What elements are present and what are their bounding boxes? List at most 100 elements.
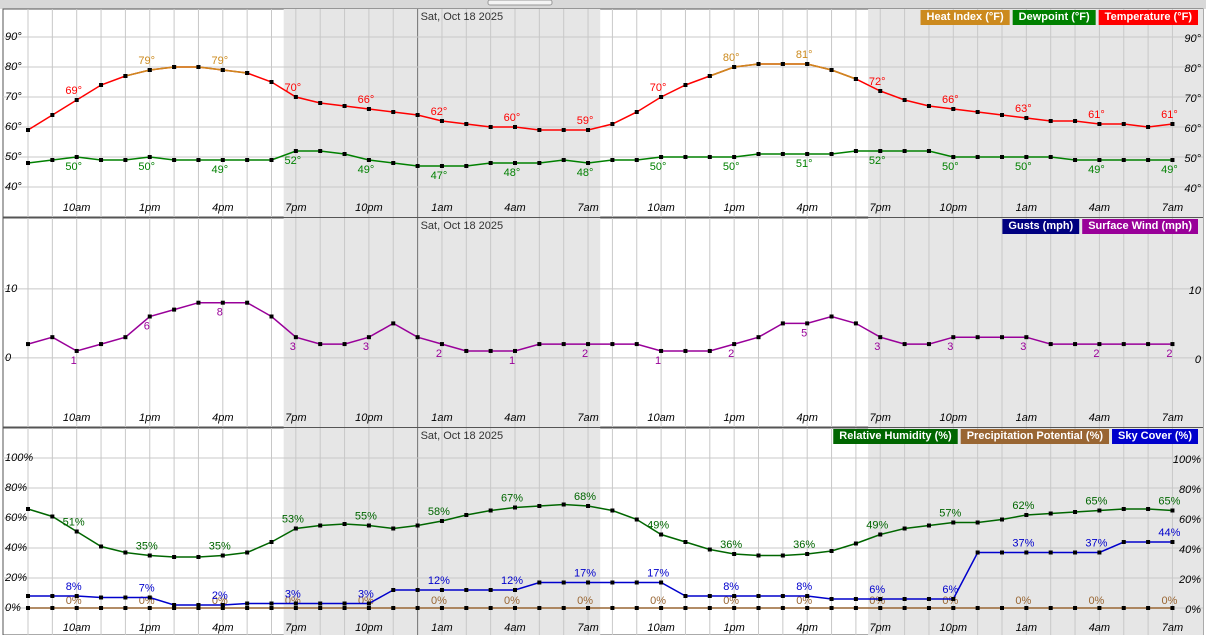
data-point (1000, 113, 1004, 117)
x-tick-label: 1am (1016, 412, 1037, 424)
data-point (439, 164, 444, 168)
data-point (951, 335, 956, 340)
x-tick-label: 4pm (212, 202, 233, 214)
scroll-handle[interactable] (487, 0, 553, 6)
data-point (245, 550, 250, 555)
data-point (366, 606, 371, 610)
data-point (415, 588, 420, 592)
y-tick-label: 40% (1179, 544, 1201, 556)
data-point (172, 65, 177, 69)
data-label: 66° (942, 94, 959, 106)
data-point (707, 155, 712, 159)
data-point (342, 342, 347, 347)
data-point (50, 113, 55, 117)
data-label: 52° (285, 155, 302, 167)
data-point (829, 606, 834, 610)
data-point (683, 594, 688, 598)
data-point (902, 526, 907, 531)
data-label: 6 (144, 320, 150, 332)
data-point (245, 601, 250, 606)
y-tick-label: 40% (5, 542, 27, 554)
data-label: 79° (211, 55, 228, 67)
data-point (99, 158, 104, 162)
data-point (634, 110, 639, 114)
data-point (707, 348, 712, 353)
data-point (74, 98, 79, 102)
data-label: 2 (436, 348, 442, 360)
data-label: 36% (720, 539, 742, 551)
data-point (1048, 606, 1053, 610)
data-point (1170, 158, 1175, 162)
data-point (1000, 335, 1004, 340)
data-point (318, 149, 323, 153)
data-point (926, 606, 931, 610)
y-tick-label: 70° (5, 91, 22, 103)
data-point (756, 152, 761, 156)
data-point (342, 152, 347, 156)
data-point (1121, 122, 1126, 126)
x-tick-label: 10am (63, 622, 91, 634)
data-point (1097, 508, 1102, 513)
data-point (318, 606, 323, 610)
data-point (780, 62, 785, 66)
data-point (951, 606, 956, 610)
x-tick-label: 7pm (285, 412, 306, 424)
y-tick-label: 60° (1184, 123, 1201, 135)
data-point (1121, 507, 1126, 511)
data-point (1024, 550, 1029, 555)
data-point (659, 95, 664, 99)
data-point (220, 603, 225, 607)
data-label: 1 (655, 355, 661, 367)
data-point (147, 155, 152, 159)
x-tick-label: 4pm (796, 412, 817, 424)
x-tick-label: 1am (431, 622, 452, 634)
data-label: 0% (504, 595, 520, 607)
data-point (951, 597, 956, 601)
data-point (391, 161, 396, 165)
data-point (1000, 155, 1004, 159)
data-point (561, 606, 566, 610)
x-tick-label: 1am (1016, 202, 1037, 214)
data-point (683, 83, 688, 87)
y-tick-label: 90° (5, 31, 22, 43)
data-point (26, 594, 30, 598)
data-point (464, 588, 469, 592)
data-point (513, 505, 517, 510)
data-label: 3 (290, 341, 296, 353)
data-point (513, 125, 517, 129)
data-label: 55% (355, 510, 377, 522)
data-point (805, 321, 810, 326)
data-point (1146, 507, 1151, 511)
data-point (586, 606, 591, 610)
data-point (26, 161, 30, 165)
date-annotation: Sat, Oct 18 2025 (421, 11, 504, 23)
y-tick-label: 40° (5, 181, 22, 193)
x-tick-label: 4pm (212, 412, 233, 424)
data-point (464, 348, 469, 353)
data-point (147, 68, 152, 72)
data-point (902, 149, 907, 153)
data-label: 50° (723, 161, 740, 173)
data-point (732, 606, 737, 610)
y-tick-label: 100% (1173, 454, 1201, 466)
data-point (1000, 606, 1004, 610)
x-tick-label: 4am (504, 202, 525, 214)
data-point (610, 580, 615, 585)
data-label: 49° (211, 164, 228, 176)
data-point (1048, 155, 1053, 159)
data-point (1048, 511, 1053, 516)
data-label: 61° (1088, 109, 1105, 121)
data-point (659, 155, 664, 159)
data-point (537, 128, 542, 132)
data-point (99, 606, 104, 610)
x-tick-label: 1pm (139, 202, 160, 214)
data-label: 49% (647, 519, 669, 531)
data-label: 49° (1088, 164, 1105, 176)
data-label: 47° (431, 170, 448, 182)
date-annotation: Sat, Oct 18 2025 (421, 430, 504, 442)
data-label: 48° (577, 167, 594, 179)
x-tick-label: 10am (647, 202, 675, 214)
data-point (805, 594, 810, 598)
x-tick-label: 10pm (940, 622, 968, 634)
x-tick-label: 10pm (940, 202, 968, 214)
